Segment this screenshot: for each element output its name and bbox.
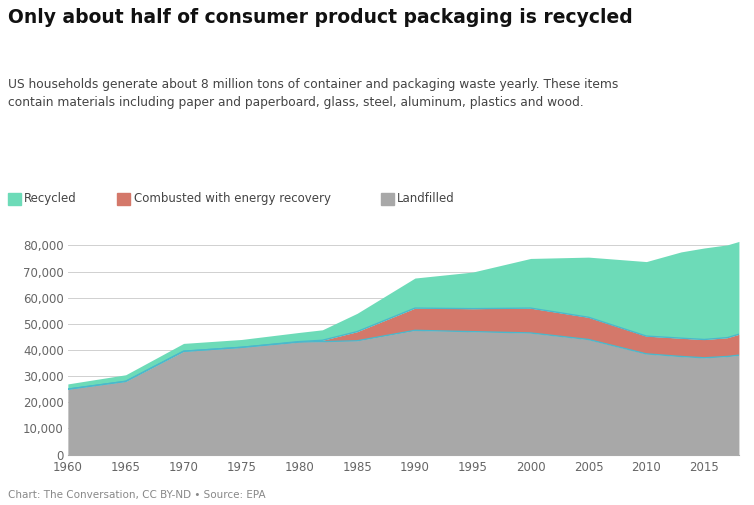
Text: Recycled: Recycled [24, 192, 77, 206]
Text: Combusted with energy recovery: Combusted with energy recovery [134, 192, 331, 206]
Text: Landfilled: Landfilled [397, 192, 455, 206]
Text: Only about half of consumer product packaging is recycled: Only about half of consumer product pack… [8, 8, 633, 27]
Text: US households generate about 8 million tons of container and packaging waste yea: US households generate about 8 million t… [8, 78, 618, 109]
Text: Chart: The Conversation, CC BY-ND • Source: EPA: Chart: The Conversation, CC BY-ND • Sour… [8, 490, 265, 500]
